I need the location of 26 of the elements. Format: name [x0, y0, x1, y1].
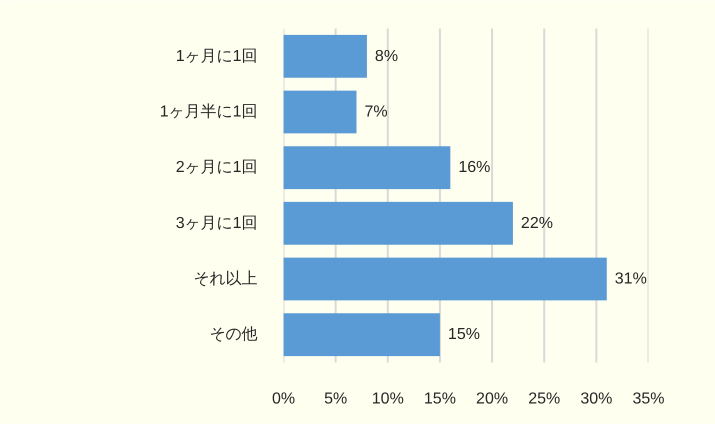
x-tick-label: 5%: [324, 390, 348, 408]
x-tick-label: 0%: [272, 390, 296, 408]
y-tick-label: 2ヶ月に1回: [176, 159, 258, 176]
x-tick-label: 10%: [372, 390, 404, 408]
x-tick-label: 15%: [424, 390, 456, 408]
data-label: 15%: [448, 326, 480, 344]
data-label: 22%: [520, 214, 553, 232]
y-tick-label: 1ヶ月半に1回: [160, 102, 258, 120]
bar: [284, 90, 356, 134]
y-tick-label: その他: [210, 326, 258, 344]
data-label: 7%: [364, 104, 388, 120]
y-tick-label: 1ヶ月に1回: [176, 48, 258, 65]
bar: [284, 34, 367, 78]
x-tick-label: 35%: [632, 390, 665, 408]
data-label: 31%: [614, 270, 647, 288]
data-label: 8%: [374, 48, 398, 65]
bar: [284, 258, 607, 300]
bar: [284, 313, 440, 356]
y-tick-label: 3ヶ月に1回: [176, 214, 258, 232]
x-tick-label: 20%: [476, 390, 508, 408]
x-tick-label: 30%: [580, 390, 612, 408]
x-tick-label: 25%: [528, 390, 560, 408]
y-tick-label: それ以上: [194, 270, 258, 288]
data-label: 16%: [458, 159, 490, 176]
bar: [284, 202, 513, 245]
bar: [284, 146, 450, 190]
